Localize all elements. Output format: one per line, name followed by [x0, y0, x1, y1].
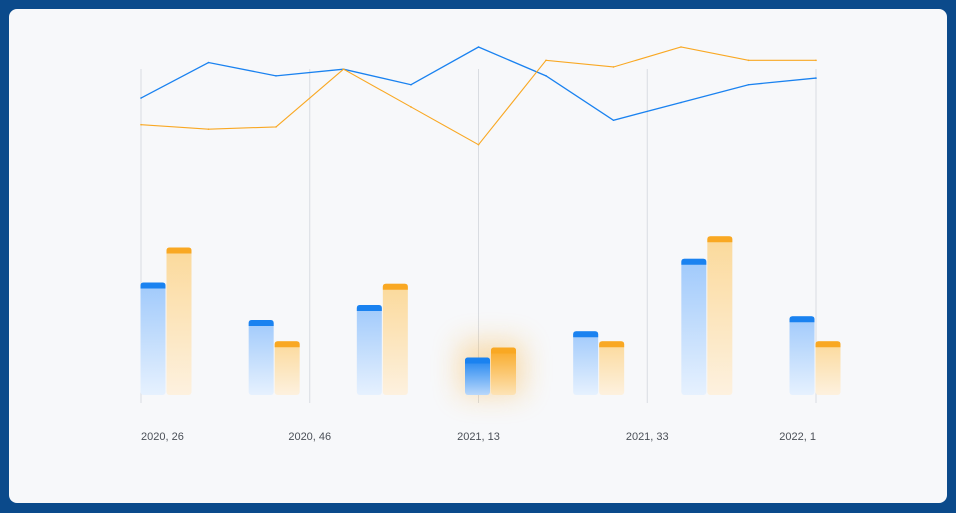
bar-body — [356, 305, 382, 395]
bar-body — [140, 282, 166, 395]
orange-line-point — [410, 106, 412, 108]
bar-body — [465, 357, 490, 395]
chart-panel: 2020, 26 2020, 46 2021, 13 2021, 33 2022, 1 — [9, 9, 947, 503]
bar-body — [789, 316, 815, 395]
orange-line-point — [275, 126, 277, 128]
bar-cap — [491, 347, 516, 354]
orange-bar — [274, 341, 300, 395]
bar-body — [599, 341, 625, 395]
orange-bar — [491, 347, 516, 395]
orange-bar — [382, 283, 408, 395]
blue-bar — [789, 316, 815, 395]
bar-body — [274, 341, 300, 395]
bar-body — [382, 283, 408, 395]
orange-bar — [707, 236, 733, 395]
combo-chart: 2020, 26 2020, 46 2021, 13 2021, 33 2022, 1 — [140, 46, 841, 443]
blue-line-point — [275, 75, 277, 77]
blue-bar — [140, 282, 166, 395]
orange-bar — [599, 341, 625, 395]
bar-cap — [599, 341, 625, 348]
orange-line-point — [815, 59, 817, 62]
bar-cap — [140, 282, 166, 289]
blue-line-point — [680, 101, 682, 104]
orange-line-point — [342, 68, 345, 70]
orange-line-point — [477, 143, 480, 146]
blue-line-point — [612, 119, 615, 122]
bar-cap — [789, 316, 815, 323]
bar-body — [491, 347, 516, 395]
blue-line-point — [815, 77, 817, 79]
orange-line-point — [207, 128, 210, 130]
blue-bar — [356, 305, 382, 395]
bar-cap — [166, 247, 192, 254]
bar-cap — [815, 341, 841, 348]
bar-body — [681, 258, 707, 395]
orange-line-point — [680, 46, 682, 48]
orange-bar — [166, 247, 192, 395]
bar-cap — [707, 236, 733, 243]
blue-line-point — [545, 75, 547, 77]
blue-bar — [681, 258, 707, 395]
orange-line-point — [747, 59, 750, 62]
blue-line-point — [477, 46, 480, 48]
blue-line-point — [140, 97, 142, 99]
bar-body — [573, 331, 599, 395]
x-tick-label: 2020, 26 — [141, 431, 184, 443]
blue-line-point — [207, 61, 210, 64]
bar-cap — [465, 357, 490, 364]
blue-line-point — [747, 83, 750, 86]
x-tick-label: 2021, 33 — [626, 431, 669, 443]
bar-body — [166, 247, 192, 395]
orange-line-point — [140, 123, 142, 126]
orange-line-point — [612, 66, 615, 68]
bar-cap — [356, 305, 382, 311]
orange-line-point — [545, 59, 547, 62]
x-tick-label: 2020, 46 — [288, 431, 331, 443]
x-tick-label: 2022, 1 — [779, 431, 816, 443]
bar-body — [248, 320, 274, 395]
blue-bar — [573, 331, 599, 395]
orange-bar — [815, 341, 841, 395]
x-tick-label: 2021, 13 — [457, 431, 500, 443]
bar-cap — [382, 283, 408, 290]
blue-bar — [248, 320, 274, 395]
blue-line-point — [410, 83, 412, 86]
bar-cap — [274, 341, 300, 348]
bar-cap — [681, 258, 707, 265]
bar-body — [815, 341, 841, 395]
bar-cap — [248, 320, 274, 326]
blue-bar — [465, 357, 490, 395]
bar-cap — [573, 331, 599, 338]
bar-body — [707, 236, 733, 395]
